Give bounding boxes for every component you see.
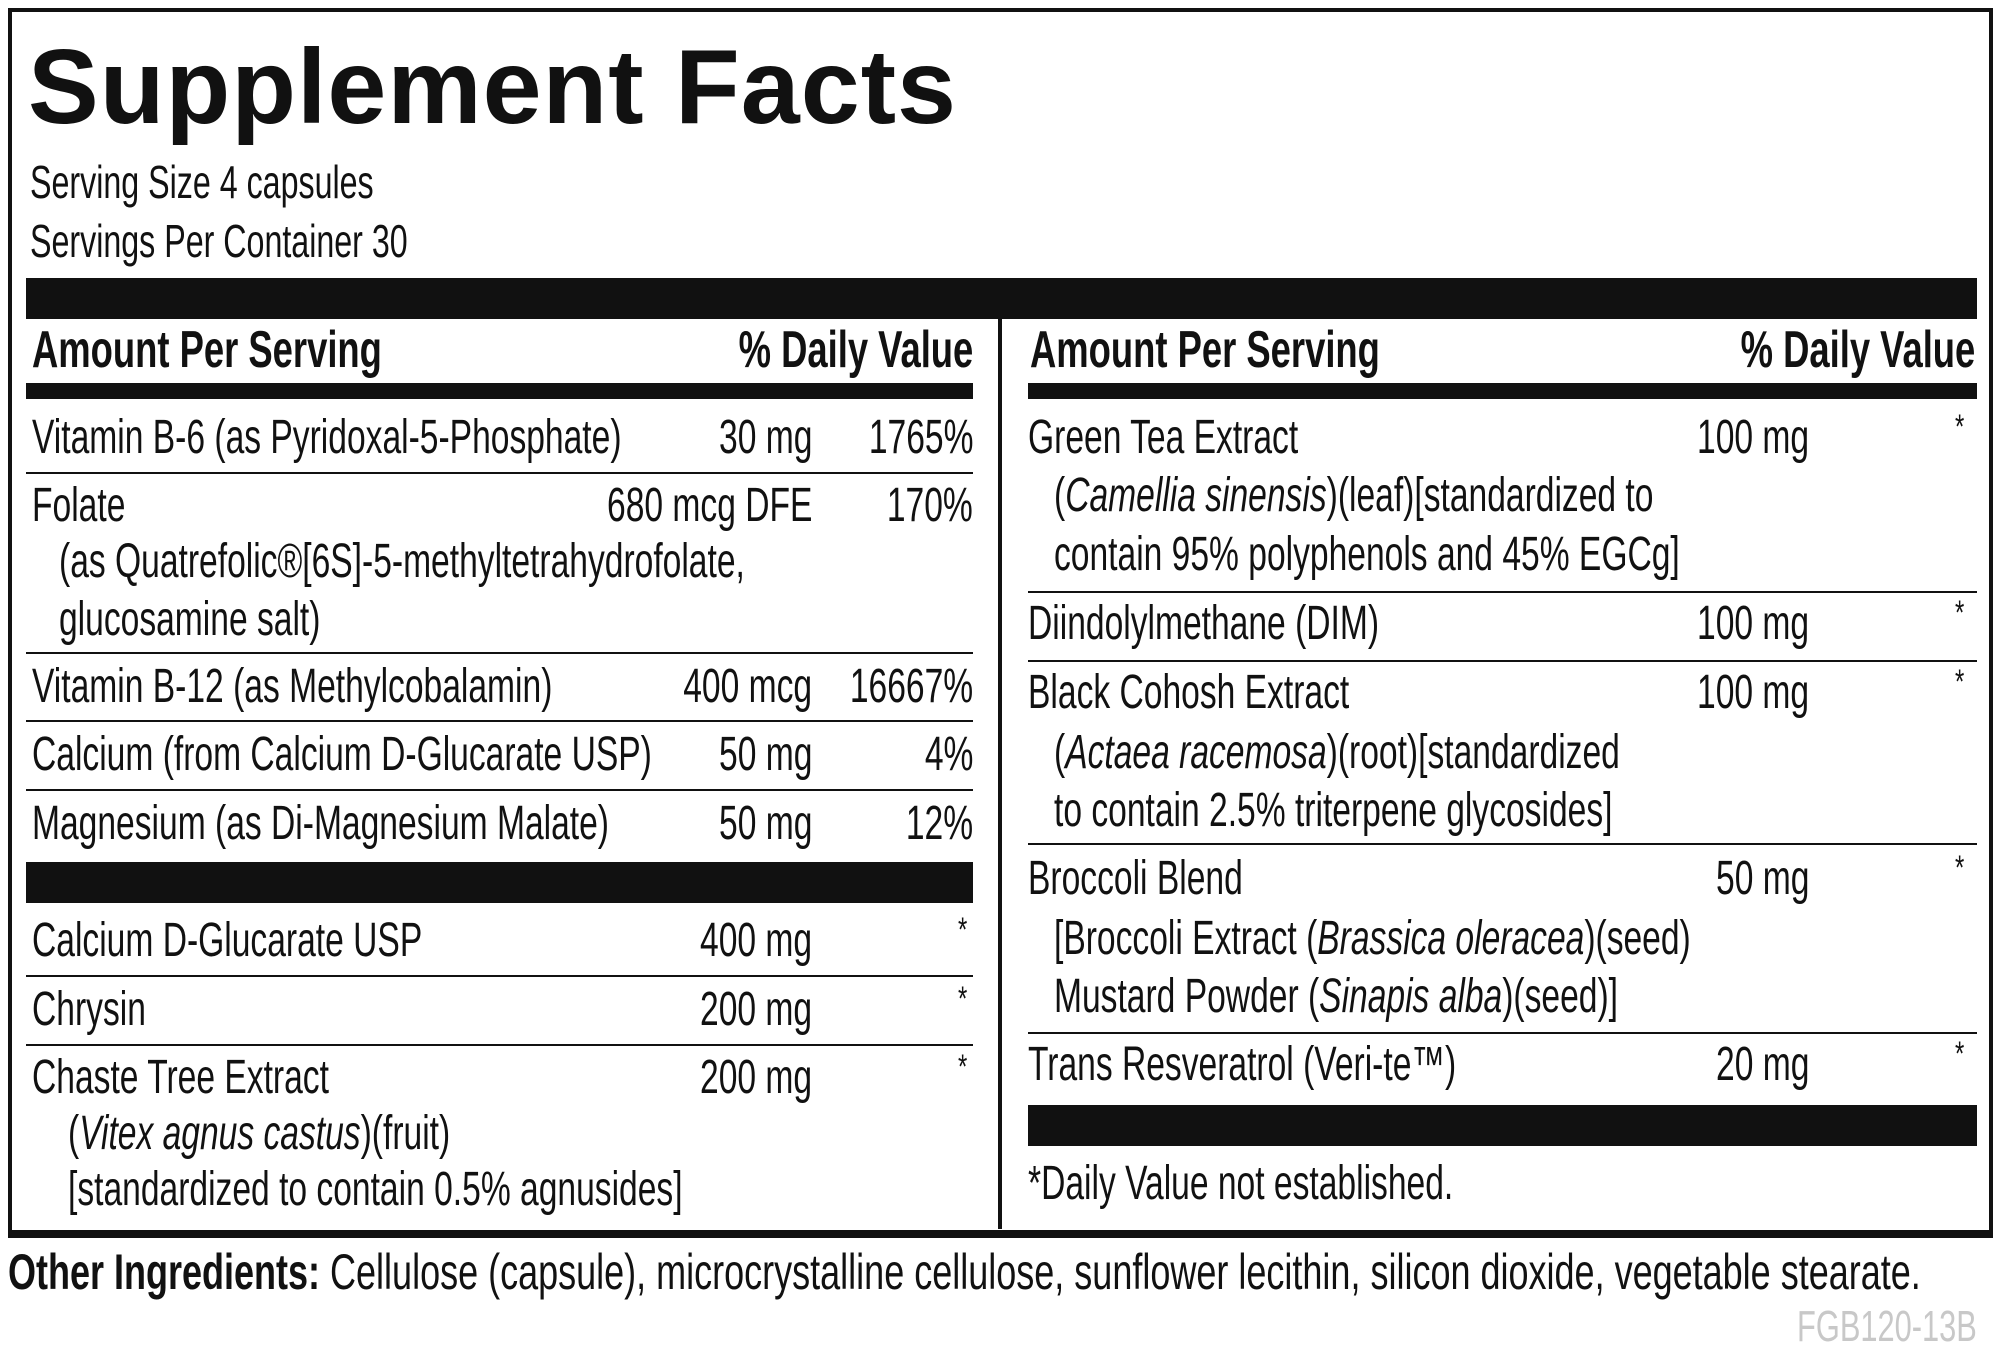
right-header-dv: % Daily Value [1740, 321, 1975, 379]
row-separator [26, 1044, 973, 1046]
row-separator [26, 472, 973, 474]
row-separator [26, 652, 973, 654]
section-divider-bar [1028, 1105, 1977, 1146]
right-header-amount: Amount Per Serving [1030, 321, 1380, 379]
left-header-dv: % Daily Value [738, 321, 973, 379]
other-ingredients-label: Other Ingredients: [8, 1244, 321, 1300]
left-header-amount: Amount Per Serving [32, 321, 382, 379]
row-separator [1028, 660, 1977, 662]
other-ingredients-text: Cellulose (capsule), microcrystalline ce… [320, 1244, 1921, 1300]
row-separator [1028, 843, 1977, 845]
servings-per-container: Servings Per Container 30 [30, 215, 408, 267]
section-divider-bar [26, 862, 973, 903]
column-divider [998, 319, 1002, 1229]
left-header-rule [26, 383, 973, 399]
row-separator [26, 975, 973, 977]
footnote: *Daily Value not established. [1028, 1157, 1454, 1210]
right-header-rule [1028, 383, 1977, 399]
panel-title: Supplement Facts [28, 28, 957, 146]
row-separator [26, 789, 973, 791]
top-divider-bar [26, 278, 1977, 319]
row-separator [1028, 591, 1977, 593]
other-ingredients: Other Ingredients: Cellulose (capsule), … [8, 1242, 2000, 1302]
row-separator [26, 720, 973, 722]
product-code: FGB120-13B [1797, 1302, 1977, 1351]
supplement-facts-panel [8, 8, 1993, 1238]
row-separator [1028, 1032, 1977, 1034]
serving-size: Serving Size 4 capsules [30, 156, 374, 208]
